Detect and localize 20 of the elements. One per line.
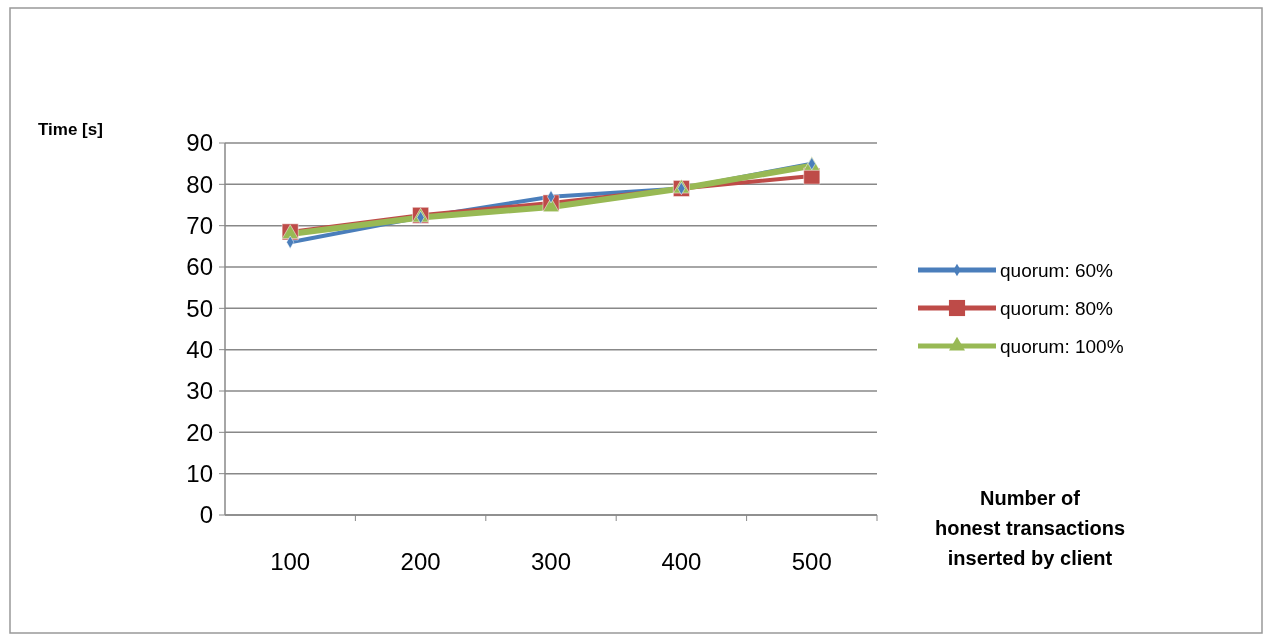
legend-label: quorum: 100%	[1000, 335, 1124, 357]
y-tick-label: 0	[199, 501, 213, 529]
y-tick-label: 90	[186, 129, 213, 157]
y-tick-label: 40	[186, 336, 213, 364]
y-tick-label: 10	[186, 460, 213, 488]
x-tick-label: 400	[661, 548, 702, 575]
y-tick-label: 50	[186, 294, 213, 322]
y-axis-title: Time [s]	[38, 120, 103, 139]
legend-label: quorum: 60%	[1000, 259, 1114, 281]
x-tick-label: 200	[400, 548, 441, 575]
x-tick-label: 100	[270, 548, 311, 575]
x-tick-label: 500	[791, 548, 832, 575]
x-axis-title: Number of honest transactions inserted by client	[934, 487, 1126, 569]
y-tick-label: 80	[186, 170, 213, 198]
y-tick-label: 70	[186, 212, 213, 240]
legend-label: quorum: 80%	[1000, 297, 1114, 319]
y-tick-label: 30	[186, 377, 213, 405]
y-tick-label: 20	[186, 418, 213, 446]
x-tick-label: 300	[530, 548, 572, 575]
y-tick-label: 60	[186, 253, 213, 281]
